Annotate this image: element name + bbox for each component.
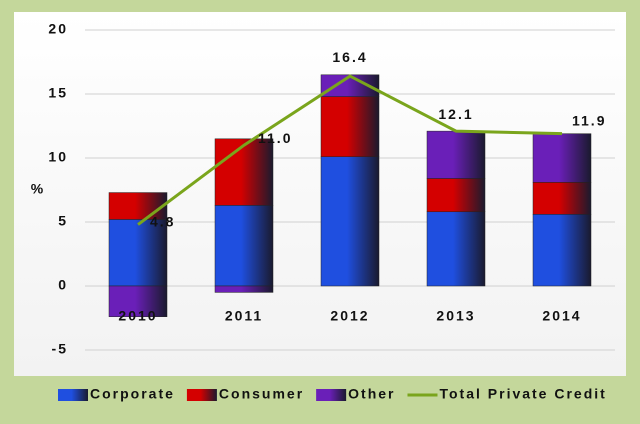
legend-label: Total Private Credit <box>439 386 606 402</box>
x-tick-label: 2013 <box>436 308 475 324</box>
y-axis-label: % <box>31 181 45 197</box>
bar-segment <box>320 156 380 287</box>
y-tick-label: 10 <box>48 149 68 165</box>
x-tick-label: 2014 <box>542 308 581 324</box>
data-label: 11.0 <box>258 130 292 146</box>
legend-label: Consumer <box>219 386 304 402</box>
bar-segment <box>532 214 592 287</box>
legend-label: Other <box>348 386 395 402</box>
y-tick-label: 5 <box>58 213 68 229</box>
bar-segment <box>108 192 168 220</box>
y-tick-label: 20 <box>48 21 68 37</box>
bar-segment <box>426 178 486 213</box>
legend-label: Corporate <box>90 386 175 402</box>
data-label: 12.1 <box>438 106 473 122</box>
bar-segment <box>532 182 592 215</box>
bar-segment <box>320 96 380 157</box>
legend-swatch <box>58 389 88 401</box>
line <box>137 74 563 226</box>
y-tick-label: 0 <box>58 277 68 293</box>
x-tick-label: 2011 <box>225 308 263 324</box>
x-tick-label: 2012 <box>330 308 369 324</box>
bar-segment <box>532 133 592 183</box>
bar-segment <box>214 205 274 287</box>
x-tick-label: 2010 <box>118 308 157 324</box>
bar-segment <box>426 211 486 287</box>
legend-swatch <box>316 389 347 401</box>
data-label: 4.8 <box>150 213 175 229</box>
y-tick-label: 15 <box>48 85 68 101</box>
bar-segment <box>214 138 274 206</box>
data-label: 16.4 <box>332 49 367 65</box>
y-tick-label: -5 <box>52 341 68 357</box>
bar-segment <box>426 130 486 179</box>
legend-swatch <box>186 389 217 401</box>
bar-segment <box>214 285 274 293</box>
bar-segment <box>108 285 168 317</box>
data-label: 11.9 <box>572 112 606 128</box>
bar-segment <box>108 219 168 287</box>
